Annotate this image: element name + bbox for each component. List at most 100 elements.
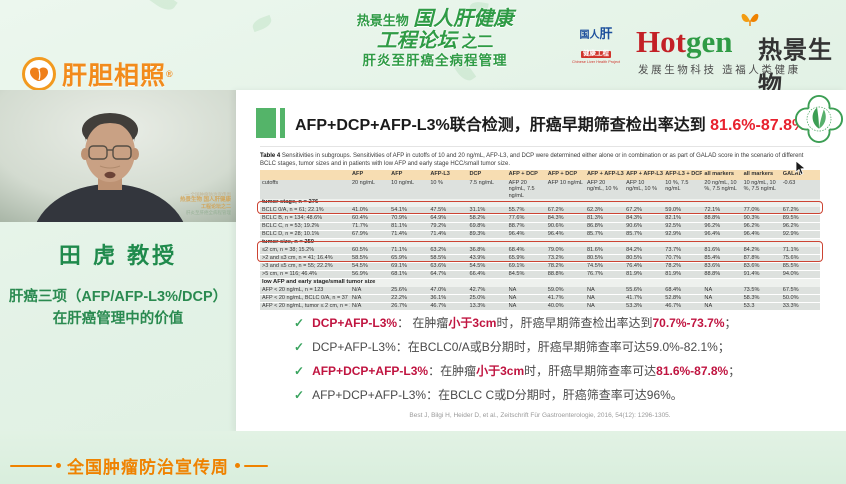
- badge-text: 国人: [579, 30, 600, 41]
- registered-mark: ®: [166, 69, 173, 79]
- header-cell: AFP: [391, 171, 403, 178]
- value-cell: 81.6%: [704, 246, 721, 253]
- value-cell: 84.3%: [626, 214, 642, 221]
- cutoff-cell: 7.5 ng/mL: [469, 180, 494, 187]
- value-cell: 90.6%: [547, 222, 564, 229]
- value-cell: 33.3%: [782, 302, 799, 309]
- bullet-segment: 时，肝癌早期筛查检出率达到: [496, 316, 653, 330]
- value-cell: 81.1%: [391, 222, 408, 229]
- bullet-segment: AFP+DCP+AFP-L3%: [312, 364, 429, 378]
- leaf-decoration: [148, 0, 178, 15]
- table-row: AFP < 20 ng/mL, BCLC 0/A, n = 37 N/A 22.2%…: [260, 294, 820, 303]
- row-label-cell: BCLC B, n = 134; 48.6%: [262, 214, 323, 221]
- table-row: ≤2 cm, n = 38; 15.2% 60.5% 71.1% 63.2% 36.8%…: [260, 246, 820, 255]
- cutoff-cell: AFP 20 ng/mL, 7.5 ng/mL: [508, 180, 535, 199]
- footer-dot-left: [56, 463, 61, 468]
- value-cell: 75.6%: [782, 254, 799, 261]
- value-cell: NA: [508, 302, 517, 309]
- speaker-silhouette: [0, 90, 236, 222]
- value-cell: N/A: [352, 294, 362, 301]
- value-cell: 56.9%: [352, 270, 368, 277]
- value-cell: 84.2%: [743, 246, 760, 253]
- value-cell: 47.5%: [430, 206, 447, 213]
- table-row: AFP < 20 ng/mL, tumor ≤ 2 cm, n = 16 N/A 2…: [260, 302, 820, 311]
- value-cell: 96.2%: [782, 222, 799, 229]
- row-label-cell: AFP < 20 ng/mL, tumor ≤ 2 cm, n = 16: [262, 302, 350, 309]
- value-cell: 77.0%: [743, 206, 760, 213]
- value-cell: 73.2%: [547, 254, 564, 261]
- cutoff-cell: 10 ng/mL, 10 %, 7.5 ng/mL: [743, 180, 776, 193]
- bullet-segment: ：在肿瘤: [428, 364, 477, 378]
- value-cell: 63.6%: [430, 262, 447, 269]
- cutoff-cell: AFP 10 ng/mL, 10 %: [626, 180, 657, 193]
- value-cell: 96.4%: [704, 230, 721, 237]
- row-label-cell: AFP < 20 ng/mL, BCLC 0/A, n = 37: [262, 294, 348, 301]
- table-caption-text: Sensitivities in subgroups. Sensitivitie…: [260, 153, 804, 168]
- value-cell: 81.3%: [586, 214, 603, 221]
- value-cell: 41.0%: [352, 206, 368, 213]
- cutoff-cell: 10 %, 7.5 ng/mL: [665, 180, 689, 193]
- value-cell: 71.1%: [391, 246, 408, 253]
- cutoff-cell: -0.63: [782, 180, 796, 187]
- check-icon: ✓: [294, 388, 305, 402]
- value-cell: 69.1%: [508, 262, 525, 269]
- value-cell: 52.8%: [665, 294, 682, 301]
- bullet-item: ✓ DCP+AFP-L3%：在BCLC0/A或B分期时，肝癌早期筛查率可达59.0…: [294, 340, 824, 355]
- header-cell: [260, 170, 350, 180]
- value-cell: 72.1%: [704, 206, 721, 213]
- speaker-name: 田 虎 教授: [58, 243, 178, 268]
- value-cell: 84.2%: [626, 246, 642, 253]
- value-cell: 84.3%: [547, 214, 564, 221]
- bullet-segment: ： 在肿瘤: [397, 316, 449, 330]
- value-cell: 71.4%: [430, 230, 447, 237]
- value-cell: 31.1%: [469, 206, 486, 213]
- footer-line-right: [244, 464, 268, 467]
- value-cell: N/A: [352, 286, 362, 293]
- footer-band: 全国肿瘤防治宣传周: [0, 431, 846, 484]
- row-label-cell: >2 and ≤3 cm, n = 41; 16.4%: [262, 254, 333, 261]
- journal-table-figure: Table 4 Sensitivities in subgroups. Sens…: [260, 152, 820, 311]
- value-cell: 77.6%: [508, 214, 525, 221]
- bullet-segment: DCP+AFP-L3%: [312, 316, 398, 330]
- badge-text: 肝: [599, 26, 613, 41]
- table-row: BCLC C, n = 53; 19.2% 71.7% 81.1% 79.2% 69.8…: [260, 222, 820, 231]
- section-header-cell: low AFP and early stage/small tumor size: [262, 279, 376, 285]
- value-cell: 79.0%: [547, 246, 564, 253]
- value-cell: 92.5%: [665, 222, 682, 229]
- value-cell: 59.0%: [665, 206, 682, 213]
- header-cell: AFP + AFP-L3: [626, 171, 663, 178]
- header-cell: AFP + DCP: [547, 171, 578, 178]
- row-label-cell: BCLC 0/A, n = 61; 22.1%: [262, 206, 324, 213]
- title-accent-bar-thin: [280, 108, 285, 138]
- bullet-segment: ；: [728, 364, 741, 378]
- value-cell: N/A: [352, 302, 362, 309]
- value-cell: 76.7%: [586, 270, 603, 277]
- title-accent-bar: [256, 108, 276, 138]
- butterfly-icon: [737, 8, 763, 37]
- value-cell: 64.9%: [430, 214, 447, 221]
- value-cell: 86.8%: [586, 222, 603, 229]
- value-cell: 74.5%: [586, 262, 603, 269]
- value-cell: 26.7%: [391, 302, 408, 309]
- bullet-segment: DCP+AFP-L3%：在BCLC0/A或B分期时，肝癌早期筛查率可达59.0%…: [312, 340, 730, 354]
- value-cell: NA: [704, 294, 713, 301]
- value-cell: 70.7%: [665, 254, 682, 261]
- value-cell: 80.5%: [626, 254, 642, 261]
- value-cell: 70.9%: [391, 214, 408, 221]
- title-highlight: 81.6%-87.8%: [710, 117, 807, 134]
- slide-title-text: AFP+DCP+AFP-L3%联合检测，肝癌早期筛查检出率达到 81.6%-87…: [295, 111, 806, 135]
- value-cell: 62.3%: [586, 206, 603, 213]
- value-cell: 92.9%: [782, 230, 799, 237]
- value-cell: 22.2%: [391, 294, 408, 301]
- value-cell: 83.6%: [704, 262, 721, 269]
- topic-line-1: 肝癌三项（AFP/AFP-L3%/DCP）: [8, 289, 228, 305]
- value-cell: NA: [508, 294, 517, 301]
- value-cell: 46.7%: [665, 302, 682, 309]
- footer-line-left: [10, 464, 52, 467]
- value-cell: 88.8%: [547, 270, 564, 277]
- value-cell: 46.7%: [430, 302, 447, 309]
- bullet-list: ✓ DCP+AFP-L3%： 在肿瘤小于3cm时，肝癌早期筛查检出率达到70.7%…: [294, 316, 824, 412]
- watermark-line: 热景生物 国人肝健康: [179, 197, 231, 204]
- sensitivity-table: AFP AFP AFP-L3 DCP AFP + DCP AFP + DCP AFP + A…: [260, 170, 820, 311]
- value-cell: NA: [586, 302, 595, 309]
